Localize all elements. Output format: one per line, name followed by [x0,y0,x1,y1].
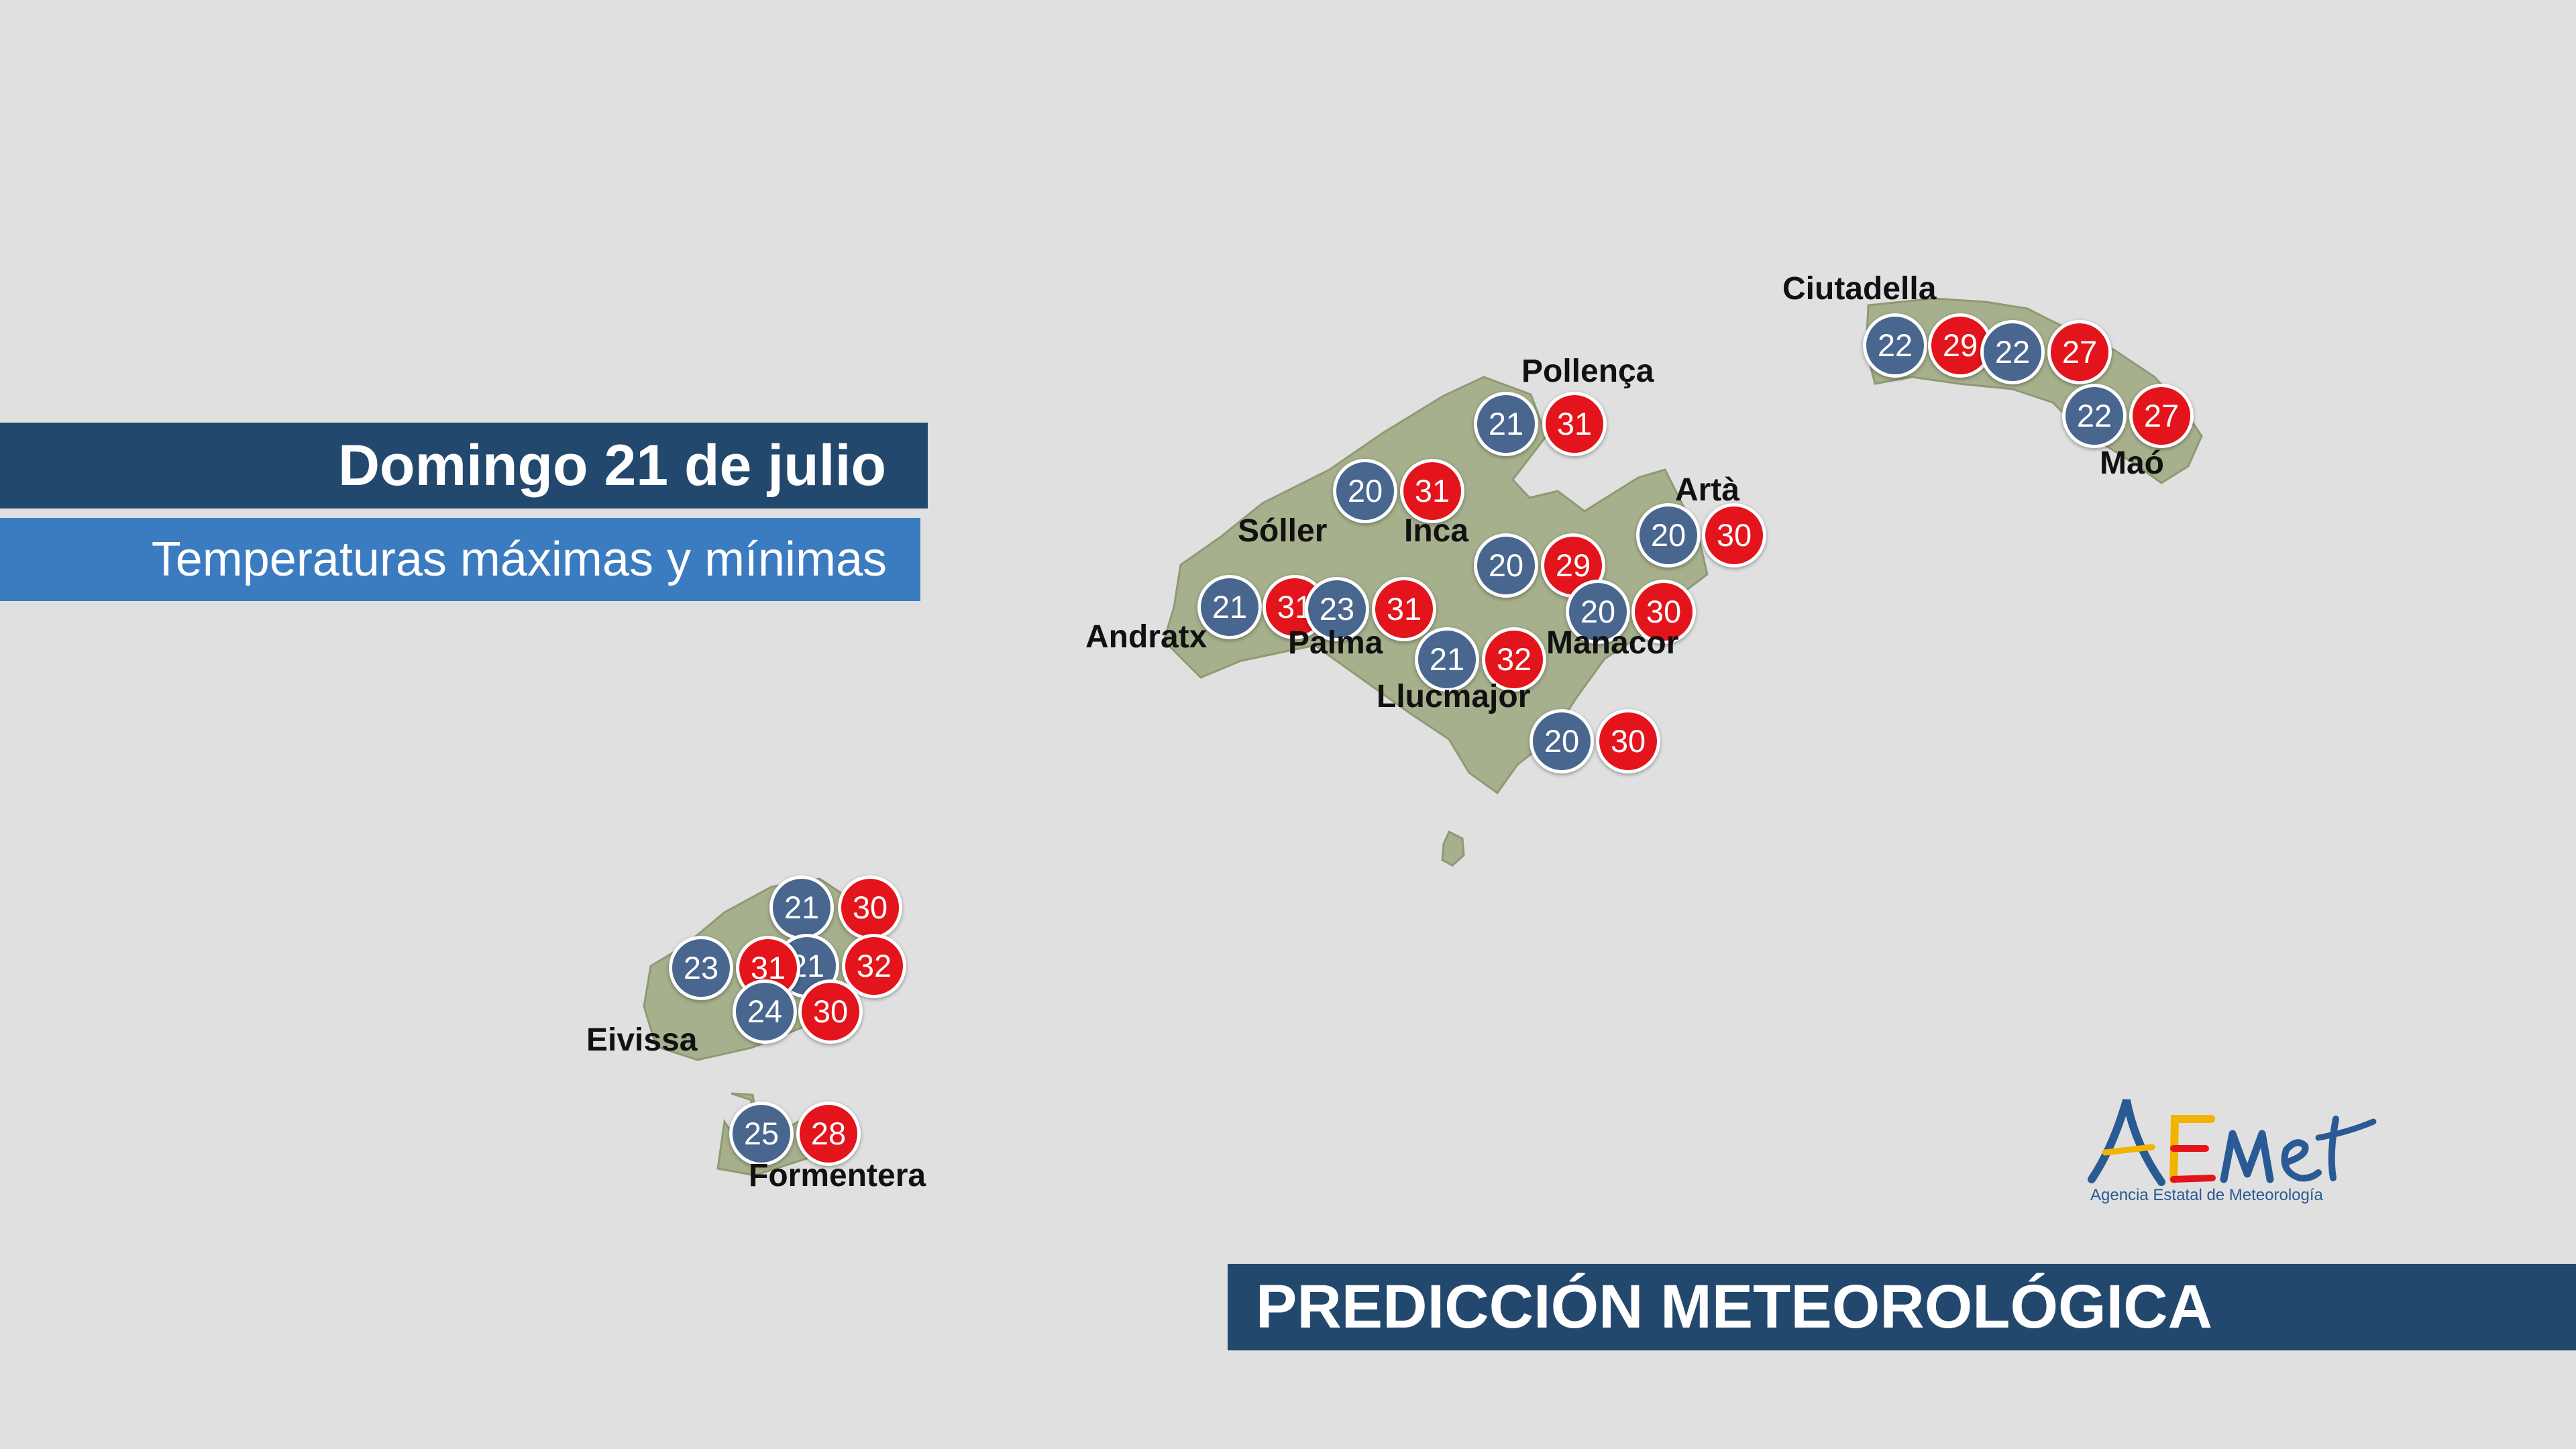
south-mallorca-min-badge: 20 [1529,709,1594,773]
formentera-min-badge: 25 [729,1102,794,1166]
ciutadella-min-badge: 22 [1863,313,1927,378]
west-eivissa-min-badge: 23 [669,936,733,1000]
north-eivissa-max-badge: 30 [838,875,902,940]
palma-min-badge: 23 [1305,577,1369,641]
manacor-max-badge: 30 [1631,580,1696,644]
manacor-min-badge: 20 [1566,580,1630,644]
inca-min-badge: 20 [1333,459,1397,523]
city-label-arta: Artà [1675,472,1740,508]
formentera-max-badge: 28 [796,1102,861,1166]
central-min-badge: 20 [1474,533,1538,598]
subtitle-banner: Temperaturas máximas y mínimas [0,518,920,601]
city-label-soller: Sóller [1238,513,1328,549]
city-label-pollenca: Pollença [1521,354,1654,389]
mao-max-badge: 27 [2129,384,2194,448]
mao-min-badge: 22 [2062,384,2127,448]
north-eivissa-min-badge: 21 [769,875,834,940]
city-label-eivissa: Eivissa [586,1022,698,1058]
central-menorca-max-badge: 27 [2047,320,2112,384]
arta-max-badge: 30 [1702,503,1766,568]
city-label-manacor: Manacor [1546,625,1679,661]
east-eivissa-max-badge: 32 [842,934,906,998]
pollenca-max-badge: 31 [1542,392,1607,456]
city-label-llucmajor: Llucmajor [1377,679,1531,714]
mallorca-island [1163,376,1709,795]
city-label-palma: Palma [1288,625,1383,661]
city-label-ciutadella: Ciutadella [1782,271,1937,307]
aemet-logo [2088,1099,2377,1186]
llucmajor-max-badge: 32 [1482,627,1546,692]
city-label-formentera: Formentera [749,1158,926,1193]
city-label-andratx: Andratx [1085,619,1208,655]
eivissa-max-badge: 30 [798,979,863,1044]
andratx-min-badge: 21 [1197,575,1262,639]
city-label-inca: Inca [1404,513,1469,549]
inca-max-badge: 31 [1400,459,1464,523]
eivissa-min-badge: 24 [733,979,797,1044]
llucmajor-min-badge: 21 [1415,627,1479,692]
footer-banner: PREDICCIÓN METEOROLÓGICA [1228,1264,2576,1350]
central-menorca-min-badge: 22 [1980,320,2045,384]
aemet-logo-subtitle: Agencia Estatal de Meteorología [2090,1186,2323,1204]
date-banner: Domingo 21 de julio [0,423,928,508]
arta-min-badge: 20 [1636,503,1701,568]
cabrera-island [1441,830,1465,867]
palma-max-badge: 31 [1372,577,1436,641]
city-label-mao: Maó [2100,445,2164,481]
pollenca-min-badge: 21 [1474,392,1538,456]
south-mallorca-max-badge: 30 [1596,709,1660,773]
